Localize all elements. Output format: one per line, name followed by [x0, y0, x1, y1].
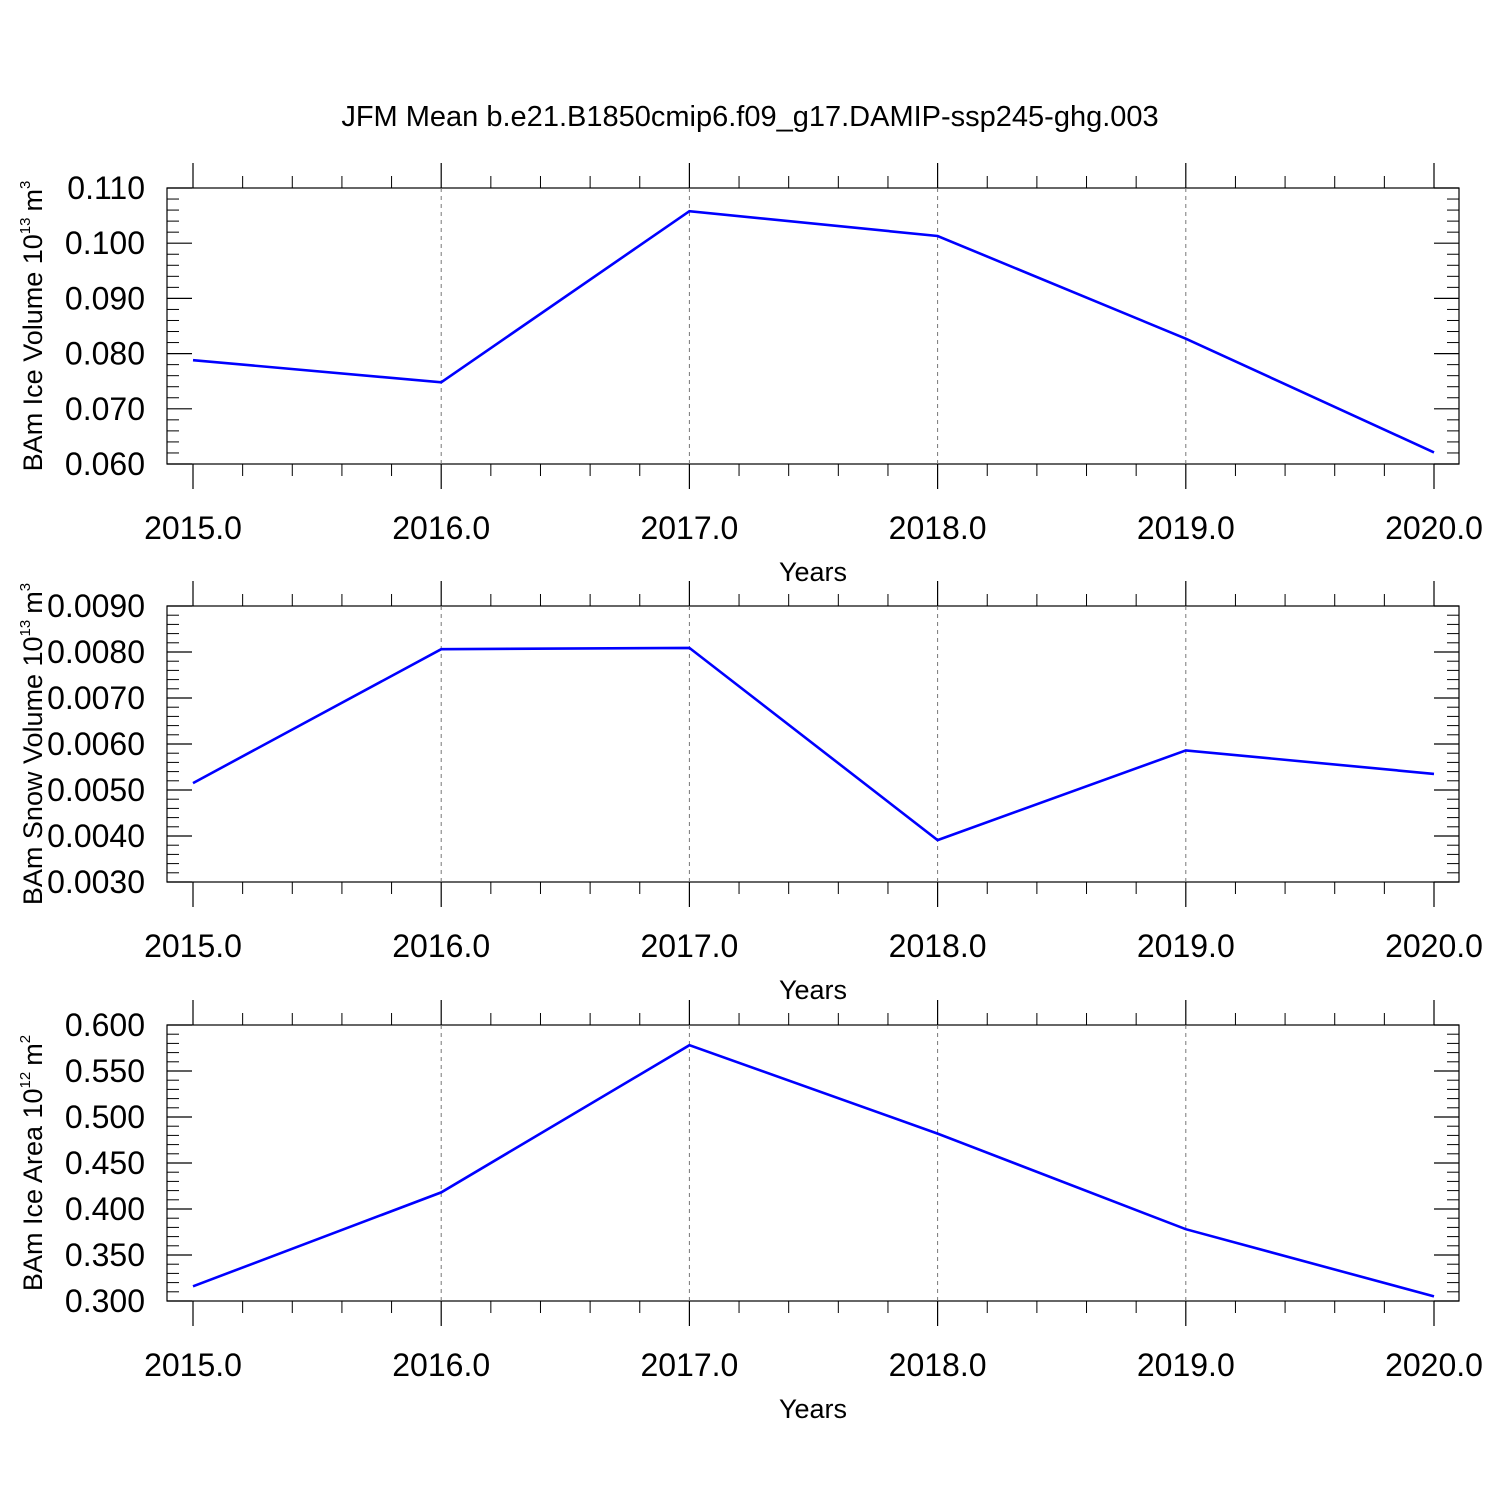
y-tick-label: 0.300 — [65, 1283, 145, 1319]
x-tick-label: 2020.0 — [1385, 510, 1483, 546]
series-line-1 — [192, 646, 1435, 842]
x-tick-label: 2015.0 — [144, 510, 242, 546]
y-axis-label-text: BAm Snow Volume 10 — [18, 636, 48, 905]
x-tick-label: 2020.0 — [1385, 1347, 1483, 1383]
y-axis-label-unit: m — [18, 591, 48, 614]
y-tick-label: 0.090 — [65, 280, 145, 316]
chart-panel-2: 2015.0 2016.0 2017.0 2018.0 2019.0 2020.0 0.00… — [17, 581, 1483, 1005]
figure-title: JFM Mean b.e21.B1850cmip6.f09_g17.DAMIP-… — [341, 101, 1158, 133]
chart-panel-1: 2015.0 2016.0 2017.0 2018.0 2019.0 2020.0 0.06… — [17, 163, 1483, 587]
y-tick-label: 0.110 — [67, 170, 145, 206]
x-tick-label: 2016.0 — [392, 510, 490, 546]
x-tick-label: 2018.0 — [889, 928, 987, 964]
x-tick-label: 2020.0 — [1385, 928, 1483, 964]
y-axis-label-text: BAm Ice Volume 10 — [18, 234, 48, 471]
y-tick-label: 0.350 — [65, 1237, 145, 1273]
y-tick-label: 0.0070 — [47, 680, 145, 716]
y-axis-label-unit: m — [18, 1043, 48, 1066]
y-axis-label: BAm Ice Area 1012 m2 — [17, 1035, 48, 1291]
y-axis-label-text: BAm Ice Area 10 — [18, 1088, 48, 1291]
x-tick-label: 2019.0 — [1137, 510, 1235, 546]
x-tick-label: 2015.0 — [144, 928, 242, 964]
series-line-1 — [192, 1043, 1435, 1298]
y-tick-label: 0.0050 — [47, 772, 145, 808]
y-tick-label: 0.400 — [65, 1191, 145, 1227]
y-tick-label: 0.100 — [65, 225, 145, 261]
x-tick-label: 2015.0 — [144, 1347, 242, 1383]
plot-frame — [166, 187, 1460, 465]
x-tick-label: 2018.0 — [889, 510, 987, 546]
y-axis-label-unit-exponent: 2 — [17, 1035, 34, 1043]
y-tick-label: 0.550 — [65, 1053, 145, 1089]
series-line-1 — [192, 209, 1435, 454]
y-axis-label-unit-exponent: 3 — [17, 181, 34, 189]
y-axis-label-unit: m — [18, 189, 48, 212]
x-tick-label: 2019.0 — [1137, 1347, 1235, 1383]
y-tick-label: 0.070 — [65, 391, 145, 427]
x-tick-label: 2016.0 — [392, 1347, 490, 1383]
panels: 2015.0 2016.0 2017.0 2018.0 2019.0 2020.0 0.06… — [17, 163, 1483, 1424]
x-axis-label: Years — [779, 557, 847, 587]
y-axis-label-exponent: 13 — [17, 620, 34, 637]
y-tick-label: 0.0030 — [47, 864, 145, 900]
y-tick-label: 0.450 — [65, 1145, 145, 1181]
x-tick-label: 2017.0 — [640, 510, 738, 546]
x-tick-label: 2018.0 — [889, 1347, 987, 1383]
y-axis-label: BAm Snow Volume 1013 m3 — [17, 583, 48, 905]
x-tick-label: 2017.0 — [640, 1347, 738, 1383]
y-axis-label-exponent: 13 — [17, 218, 34, 235]
chart-panel-3: 2015.0 2016.0 2017.0 2018.0 2019.0 2020.0 0.30… — [17, 1000, 1483, 1424]
y-tick-label: 0.0080 — [47, 634, 145, 670]
y-tick-label: 0.060 — [65, 446, 145, 482]
x-tick-label: 2019.0 — [1137, 928, 1235, 964]
y-tick-label: 0.0090 — [47, 588, 145, 624]
y-tick-label: 0.0040 — [47, 818, 145, 854]
y-axis-label-exponent: 12 — [17, 1072, 34, 1089]
y-tick-label: 0.0060 — [47, 726, 145, 762]
x-tick-label: 2016.0 — [392, 928, 490, 964]
x-axis-label: Years — [779, 1394, 847, 1424]
y-axis-label: BAm Ice Volume 1013 m3 — [17, 181, 48, 472]
y-axis-label-unit-exponent: 3 — [17, 583, 34, 591]
y-tick-label: 0.080 — [65, 336, 145, 372]
y-tick-label: 0.500 — [65, 1099, 145, 1135]
y-tick-label: 0.600 — [65, 1007, 145, 1043]
x-axis-label: Years — [779, 975, 847, 1005]
x-tick-label: 2017.0 — [640, 928, 738, 964]
